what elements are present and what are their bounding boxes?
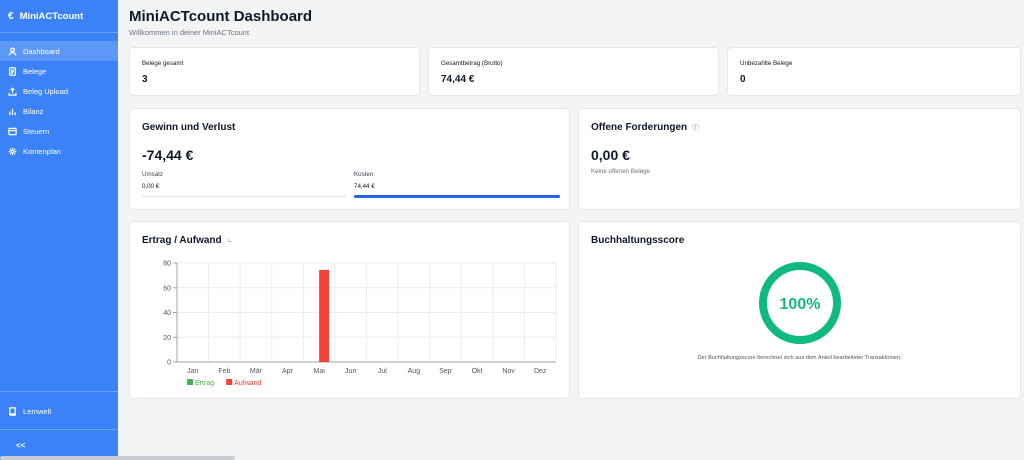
x-tick-label: Jan [187, 368, 198, 375]
card-title: Buchhaltungsscore [591, 235, 685, 246]
x-tick-label: Okt [472, 368, 483, 375]
profit-loss-card: Gewinn und Verlust -74,44 € Umsatz 0,00 … [129, 108, 570, 210]
cost-bar [354, 195, 560, 198]
score-ring: 100% [759, 262, 841, 344]
cost-value: 74,44 € [354, 183, 375, 190]
sidebar-item-belege[interactable]: Belege [0, 61, 118, 81]
x-tick-label: Jun [345, 368, 356, 375]
card-title: Ertrag / Aufwand ∟ [142, 235, 234, 246]
y-tick-label: 40 [163, 310, 171, 317]
cost-label: Kosten [354, 171, 374, 178]
x-tick-label: Aug [408, 368, 421, 375]
sidebar-item-beleg-upload[interactable]: Beleg Upload [0, 81, 118, 101]
x-tick-label: Mai [313, 368, 325, 375]
profit-value: -74,44 € [142, 147, 194, 163]
legend-swatch-ertrag [187, 379, 193, 385]
main-content: MiniACTcount Dashboard Willkommen in dei… [118, 0, 1024, 460]
card-title: Gewinn und Verlust [142, 122, 236, 133]
sidebar-item-kontenplan[interactable]: Kontenplan [0, 141, 118, 161]
cost-bar-fill [354, 195, 560, 198]
sidebar-item-label: Steuern [23, 126, 50, 136]
upload-icon [8, 86, 17, 96]
income-expense-card: Ertrag / Aufwand ∟ 0 20 40 60 80 Jan Feb Mär Apr… [129, 221, 570, 399]
document-icon [8, 66, 17, 76]
y-tick-label: 0 [167, 360, 171, 367]
stat-card-belege-gesamt: Belege gesamt 3 [129, 47, 420, 96]
sidebar-item-bilanz[interactable]: Bilanz [0, 101, 118, 121]
bars-icon [8, 107, 17, 116]
page-title: MiniACTcount Dashboard [129, 8, 313, 25]
sidebar-divider [0, 391, 118, 392]
sidebar-item-label: Dashboard [23, 46, 60, 56]
info-icon[interactable]: ⓘ [692, 124, 700, 132]
card-title: Offene Forderungen ⓘ [591, 122, 699, 133]
euro-icon: € [8, 10, 14, 22]
collapse-sidebar-button[interactable]: << [16, 440, 26, 450]
score-card: Buchhaltungsscore 100% Der Buchhaltungss… [578, 221, 1021, 399]
sidebar-nav: Dashboard Belege Beleg Upload Bilanz Ste… [0, 33, 118, 161]
score-value: 100% [780, 296, 821, 313]
card-title-text: Ertrag / Aufwand [142, 235, 222, 246]
x-tick-label: Jul [378, 368, 387, 375]
receivables-value: 0,00 € [591, 147, 630, 163]
sidebar-item-steuern[interactable]: Steuern [0, 121, 118, 141]
x-tick-label: Feb [218, 368, 230, 375]
book-icon [9, 406, 16, 416]
sidebar-item-label: Lernwelt [23, 406, 52, 416]
sidebar: € MiniACTcount Dashboard Belege Beleg Up… [0, 0, 118, 460]
score-caption: Der Buchhaltungsscore berechnet sich aus… [697, 355, 902, 361]
stat-label: Belege gesamt [142, 60, 184, 67]
bar-aufwand-mai [319, 269, 330, 362]
income-expense-chart: 0 20 40 60 80 Jan Feb Mär Apr Mai Jun Jul Aug Sep Okt N… [163, 261, 557, 387]
revenue-label: Umsatz [142, 171, 163, 178]
sidebar-item-lernwelt[interactable]: Lernwelt [0, 399, 118, 423]
sidebar-divider [0, 429, 118, 430]
sidebar-item-label: Kontenplan [23, 146, 61, 156]
stat-card-unbezahlte-belege: Unbezahlte Belege 0 [727, 47, 1021, 96]
stat-card-gesamtbetrag: Gesamtbetrag (Brutto) 74,44 € [428, 47, 719, 96]
brand-name: MiniACTcount [19, 10, 84, 22]
x-tick-label: Mär [250, 368, 263, 375]
revenue-bar [142, 195, 347, 198]
y-tick-label: 20 [163, 335, 171, 342]
chart-icon: ∟ [226, 237, 234, 244]
x-tick-label: Sep [439, 368, 452, 375]
sidebar-divider [0, 32, 118, 33]
user-icon [8, 46, 17, 56]
horizontal-scrollbar[interactable] [0, 456, 235, 460]
sidebar-bottom: Lernwelt << [0, 391, 118, 460]
x-tick-label: Nov [502, 368, 515, 375]
y-tick-label: 60 [163, 285, 171, 292]
legend-swatch-aufwand [226, 379, 233, 385]
page-subtitle: Willkommen in deiner MiniACTcount [129, 28, 250, 37]
revenue-value: 0,00 € [142, 183, 160, 190]
card-title-text: Offene Forderungen [591, 122, 688, 133]
gear-icon [8, 147, 17, 156]
stat-value: 0 [740, 74, 746, 85]
sidebar-item-label: Bilanz [23, 106, 44, 116]
stat-value: 74,44 € [441, 74, 475, 85]
score-ring-fill [759, 262, 841, 344]
receipt-icon [8, 127, 17, 136]
y-tick-label: 80 [163, 261, 171, 268]
legend-label-ertrag: Ertrag [195, 380, 214, 387]
sidebar-item-dashboard[interactable]: Dashboard [0, 41, 118, 61]
stat-value: 3 [142, 74, 148, 85]
legend-label-aufwand: Aufwand [234, 380, 261, 387]
sidebar-item-label: Belege [23, 66, 47, 76]
stat-label: Gesamtbetrag (Brutto) [441, 60, 503, 67]
receivables-note: Keine offenen Belege [591, 168, 651, 175]
sidebar-item-label: Beleg Upload [23, 86, 69, 96]
stat-label: Unbezahlte Belege [740, 60, 793, 67]
receivables-card: Offene Forderungen ⓘ 0,00 € Keine offene… [578, 108, 1021, 210]
brand[interactable]: € MiniACTcount [0, 0, 118, 32]
x-tick-label: Dez [534, 368, 547, 375]
x-tick-label: Apr [282, 368, 294, 375]
